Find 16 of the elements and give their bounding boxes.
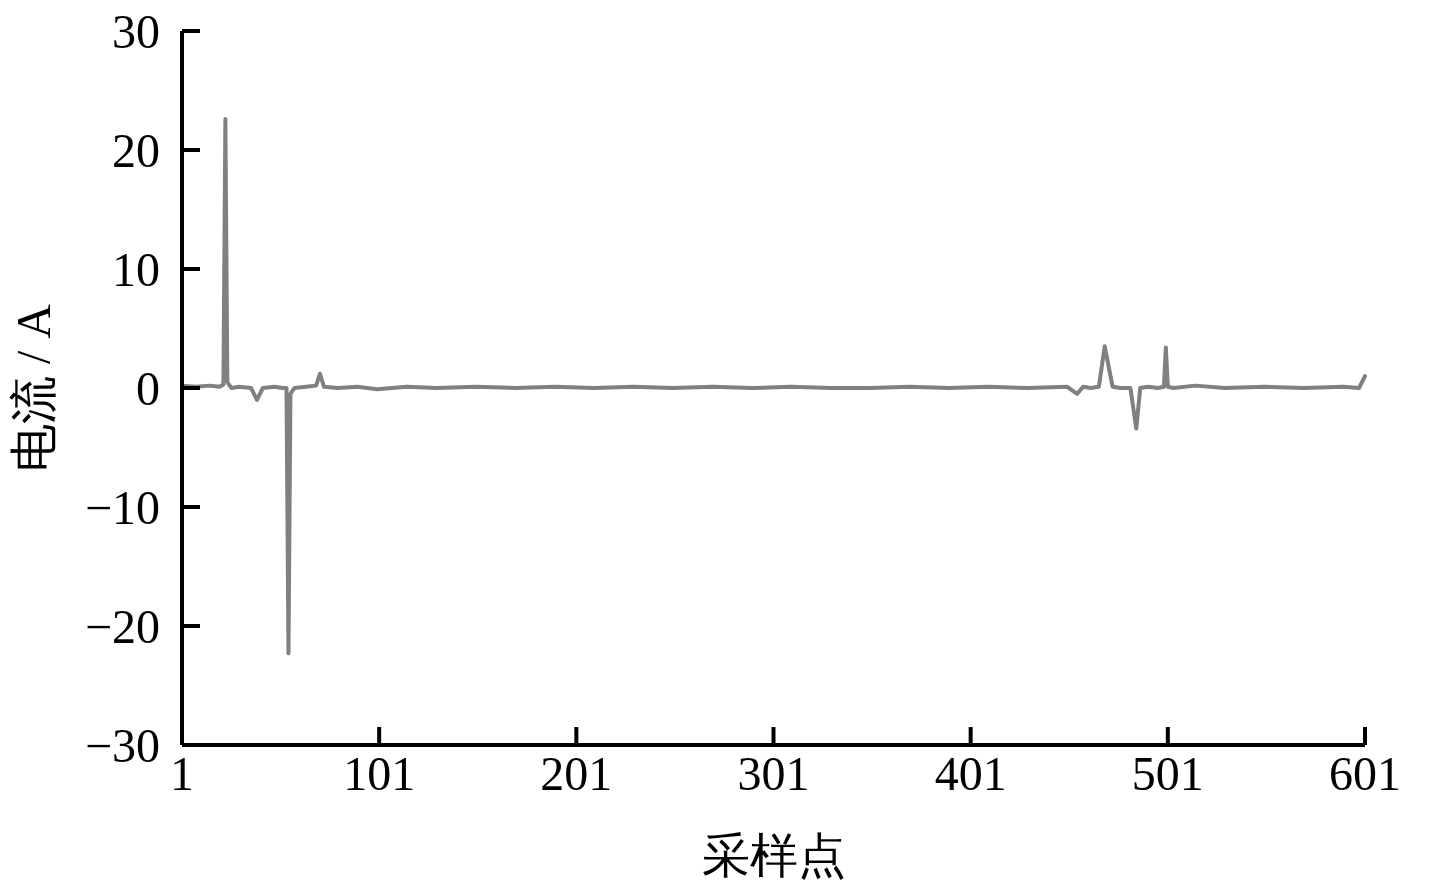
y-tick-label: 20 <box>112 123 160 177</box>
y-tick-label: 30 <box>112 4 160 58</box>
x-tick-label: 201 <box>540 747 613 800</box>
x-tick-label: 601 <box>1329 747 1401 800</box>
x-tick-label: 1 <box>170 747 194 800</box>
y-tick-label: −10 <box>84 480 160 534</box>
x-axis-title: 采样点 <box>701 829 846 882</box>
x-tick-label: 501 <box>1131 747 1204 800</box>
y-tick-label: 10 <box>112 242 160 296</box>
y-axis-title: 电流 / A <box>7 303 60 472</box>
y-tick-label: −30 <box>84 718 160 772</box>
x-tick-label: 401 <box>934 747 1007 800</box>
y-tick-label: 0 <box>136 361 160 415</box>
y-tick-label: −20 <box>84 599 160 653</box>
x-tick-label: 301 <box>737 747 810 800</box>
x-tick-label: 101 <box>343 747 416 800</box>
